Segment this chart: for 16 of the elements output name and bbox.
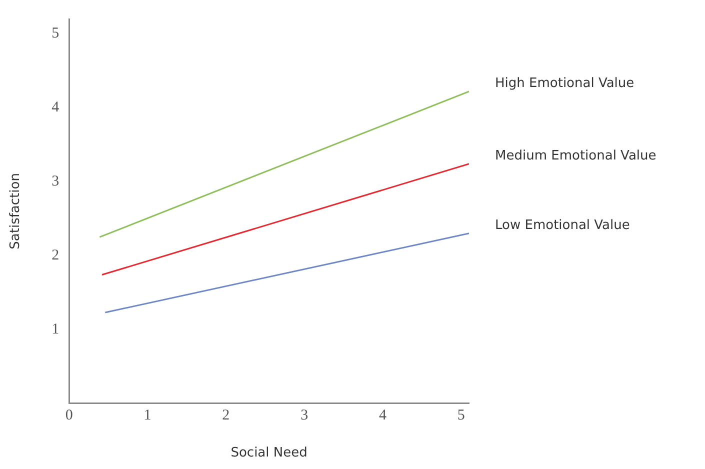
x-tick-label: 5 xyxy=(457,407,465,424)
y-tick-label: 2 xyxy=(52,247,60,264)
x-tick-label: 4 xyxy=(378,407,387,424)
text: Medium Emotional Value xyxy=(495,148,656,164)
text: Low Emotional Value xyxy=(495,218,630,233)
x-tick-label: 0 xyxy=(65,407,73,424)
y-tick-label: 5 xyxy=(52,26,60,42)
x-axis-title: Social Need xyxy=(230,446,308,461)
y-tick-label: 3 xyxy=(52,174,60,190)
y-tick-label: 4 xyxy=(52,100,60,116)
x-tick-label: 1 xyxy=(144,407,152,424)
text: High Emotional Value xyxy=(495,76,634,91)
y-axis-title: Satisfaction xyxy=(8,173,24,250)
x-tick-label: 2 xyxy=(222,407,230,424)
x-tick-label: 3 xyxy=(300,407,308,424)
y-tick-label: 1 xyxy=(52,321,60,338)
